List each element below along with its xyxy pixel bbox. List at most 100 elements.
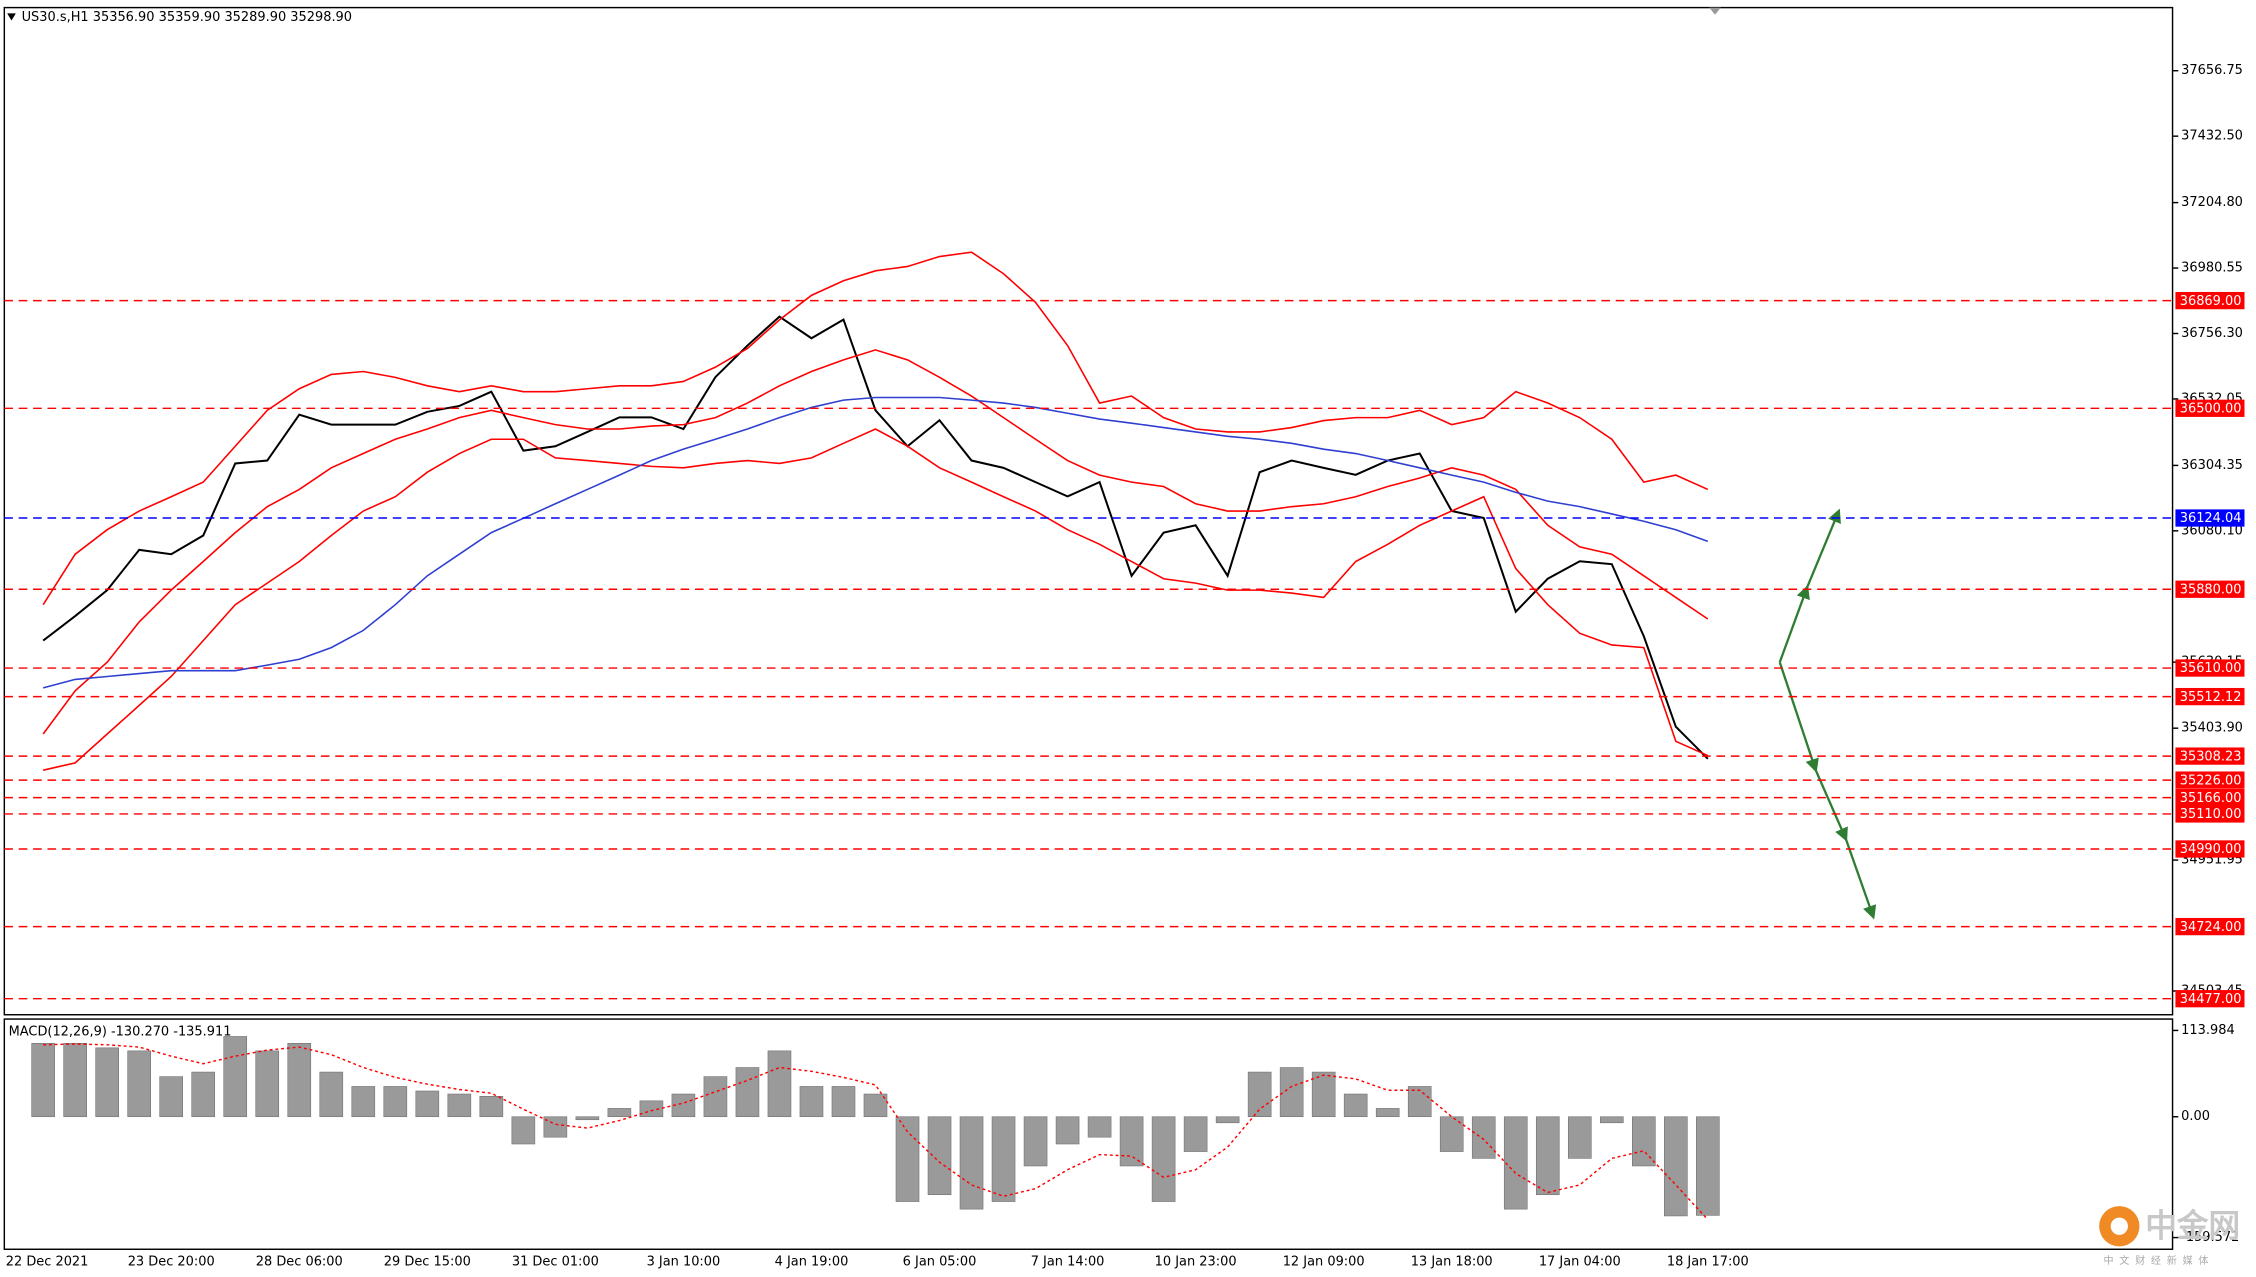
- level-label-box: [2175, 659, 2245, 677]
- macd-bar: [767, 1050, 792, 1118]
- x-tick-label: 13 Jan 18:00: [1411, 1255, 1493, 1270]
- macd-bar: [1023, 1116, 1048, 1167]
- level-label: 35512.12: [2180, 690, 2242, 705]
- macd-bar: [1279, 1067, 1304, 1118]
- macd-bar: [191, 1071, 216, 1118]
- macd-bar: [447, 1093, 472, 1118]
- level-label-box: [2175, 840, 2245, 858]
- macd-bar: [1343, 1093, 1368, 1118]
- macd-bar: [799, 1086, 824, 1118]
- y-tick-label: 35403.90: [2181, 721, 2243, 736]
- indicator-line: [42, 396, 1709, 689]
- x-tick-label: 10 Jan 23:00: [1155, 1255, 1237, 1270]
- macd-bar: [1183, 1116, 1208, 1152]
- level-label-box: [2175, 580, 2245, 598]
- level-label-box: [2175, 771, 2245, 789]
- macd-bar: [1567, 1116, 1592, 1159]
- axis-layer: 37656.75 37432.50 37204.80 36980.55 36756.30…: [6, 63, 2245, 1270]
- macd-bar: [1503, 1116, 1528, 1210]
- y-tick-label: -159.572: [2181, 1230, 2239, 1245]
- macd-bar: [1247, 1071, 1272, 1118]
- macd-bar: [351, 1086, 376, 1118]
- y-tick-label: 36080.10: [2181, 523, 2243, 538]
- indicator-line: [42, 428, 1709, 771]
- level-label: 34990.00: [2180, 842, 2242, 857]
- macd-bar: [511, 1116, 536, 1145]
- macd-bar: [863, 1093, 888, 1118]
- x-tick-label: 17 Jan 04:00: [1539, 1255, 1621, 1270]
- scenario-arrows: [1778, 508, 1877, 920]
- macd-bar: [735, 1067, 760, 1118]
- series-layer: [4, 251, 2173, 1221]
- level-label-box: [2175, 990, 2245, 1008]
- macd-bar: [1599, 1116, 1624, 1124]
- level-label-box: [2175, 917, 2245, 936]
- y-tick-label: 36304.35: [2181, 458, 2243, 473]
- level-label: 36869.00: [2180, 294, 2242, 309]
- level-label: 35880.00: [2180, 582, 2242, 597]
- logo-text: 中金网: [2145, 1208, 2240, 1245]
- main-panel: [3, 6, 2174, 1016]
- x-tick-label: 31 Dec 01:00: [512, 1255, 599, 1270]
- macd-bar: [1439, 1116, 1464, 1152]
- macd-bar: [1632, 1116, 1656, 1167]
- y-tick-label: 113.984: [2181, 1023, 2235, 1038]
- macd-bar: [543, 1116, 568, 1138]
- level-label: 34724.00: [2180, 920, 2242, 935]
- macd-bar: [575, 1116, 600, 1121]
- y-tick-label: 0.00: [2181, 1109, 2210, 1124]
- level-label: 36124.04: [2180, 511, 2242, 526]
- x-tick-label: 23 Dec 20:00: [128, 1255, 215, 1270]
- level-label-box: [2175, 687, 2245, 706]
- arrow-down: [1778, 661, 1819, 773]
- x-tick-label: 28 Dec 06:00: [256, 1255, 343, 1270]
- level-label: 35610.00: [2180, 661, 2242, 676]
- x-tick-label: 4 Jan 19:00: [775, 1255, 849, 1270]
- level-label-box: [2175, 291, 2245, 310]
- level-label: 35166.00: [2180, 791, 2242, 806]
- macd-bar: [1407, 1086, 1432, 1118]
- macd-bar: [639, 1100, 664, 1118]
- x-tick-label: 6 Jan 05:00: [903, 1255, 977, 1270]
- y-tick-label: 37656.75: [2181, 63, 2243, 78]
- price-line: [42, 315, 1709, 760]
- arrow-down: [1844, 838, 1877, 920]
- x-tick-label: 12 Jan 09:00: [1283, 1255, 1365, 1270]
- macd-bar: [1151, 1116, 1176, 1202]
- indicator-line: [42, 251, 1709, 606]
- macd-bar: [415, 1090, 440, 1118]
- macd-bar: [159, 1076, 184, 1118]
- level-label-box: [2175, 399, 2245, 417]
- level-label: 35226.00: [2180, 773, 2242, 788]
- y-tick-label: 36756.30: [2181, 326, 2243, 341]
- macd-bar: [671, 1093, 696, 1118]
- macd-bar: [1535, 1116, 1560, 1196]
- macd-bar: [287, 1043, 312, 1118]
- macd-bar: [95, 1047, 119, 1118]
- macd-bar: [319, 1071, 344, 1118]
- indicator-line: [42, 349, 1709, 735]
- macd-bar: [1311, 1071, 1336, 1118]
- chart-title: US30.s,H1 35356.90 35359.90 35289.90 352…: [22, 10, 352, 25]
- level-label-box: [2175, 805, 2245, 823]
- level-label: 35110.00: [2180, 807, 2242, 822]
- y-tick-label: 37432.50: [2181, 129, 2243, 144]
- level-label: 35308.23: [2180, 749, 2242, 764]
- macd-bar: [959, 1116, 984, 1210]
- macd-bar: [255, 1050, 280, 1118]
- macd-bar: [1375, 1108, 1400, 1118]
- x-tick-label: 29 Dec 15:00: [384, 1255, 471, 1270]
- y-tick-label: 37204.80: [2181, 195, 2243, 210]
- macd-bar: [1119, 1116, 1144, 1167]
- macd-bar: [607, 1108, 632, 1118]
- y-tick-label: 36980.55: [2181, 261, 2243, 276]
- shift-marker: [1709, 7, 1721, 15]
- level-label-box: [2175, 788, 2245, 807]
- level-label: 34477.00: [2180, 992, 2242, 1007]
- macd-bar: [223, 1036, 248, 1118]
- level-label-box: [2175, 747, 2245, 765]
- logo-inner: [2110, 1217, 2128, 1235]
- macd-title: MACD(12,26,9) -130.270 -135.911: [9, 1025, 232, 1040]
